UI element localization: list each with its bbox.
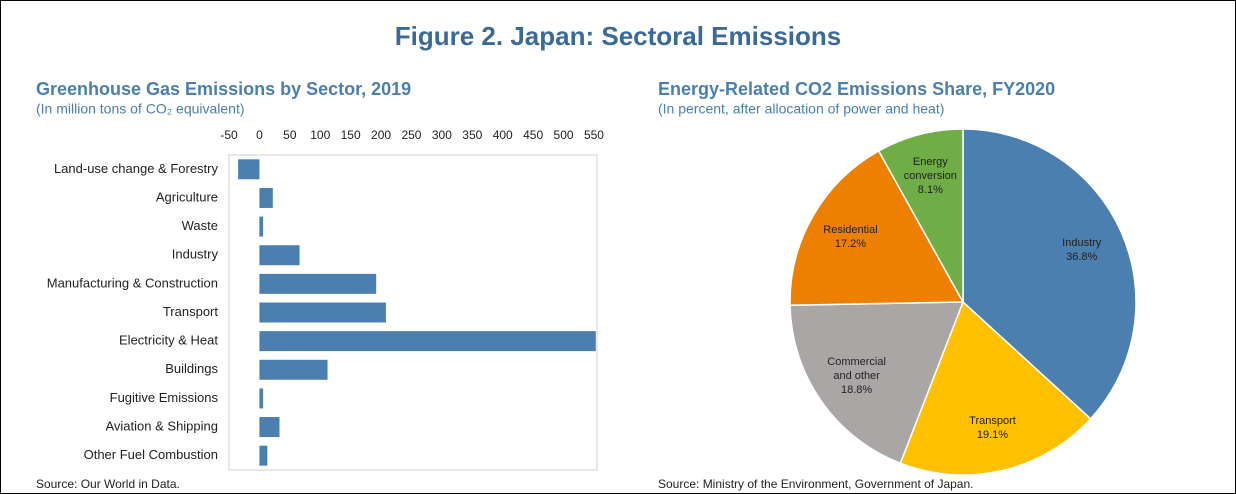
y-tick-label: Buildings [165,361,218,376]
x-tick-label: 150 [341,128,361,142]
y-tick-label: Fugitive Emissions [110,390,219,405]
y-tick-label: Industry [172,247,219,262]
y-tick-label: Waste [182,218,218,233]
x-tick-label: -50 [220,128,238,142]
x-tick-label: 500 [554,128,574,142]
chart-title: Energy-Related CO2 Emissions Share, FY20… [658,79,1055,99]
x-tick-label: 50 [283,128,297,142]
bar [238,159,260,180]
x-tick-label: 350 [462,128,482,142]
pie-slice [789,149,965,307]
bar [259,216,264,237]
source: Source: Ministry of the Environment, Gov… [658,477,973,491]
slice-name: Transport [969,415,1016,428]
slice-label: Commercial and other 18.8% [817,355,897,397]
slice-value: 19.1% [976,429,1009,442]
x-tick-label: 250 [401,128,421,142]
chart-subtitle: (In million tons of CO₂ equivalent) [36,101,245,117]
slice-value: 36.8% [1066,250,1098,263]
bar [259,388,264,409]
slice-label: Residential 17.2% [800,223,900,251]
slice-value: 17.2% [834,238,867,251]
pie-slice [899,300,1092,476]
x-tick-label: 0 [256,128,263,142]
chart-title: Greenhouse Gas Emissions by Sector, 2019 [36,79,411,99]
bar [259,417,280,438]
slice-name: Residential [823,224,878,237]
slice-value: 18.8% [841,384,873,397]
bar [259,445,268,466]
y-tick-label: Aviation & Shipping [105,418,218,433]
x-tick-label: 400 [493,128,513,142]
chart-subtitle: (In percent, after allocation of power a… [658,101,944,117]
slice-value: 8.1% [917,184,943,197]
slice-name: Industry [1062,236,1102,249]
figure-title: Figure 2. Japan: Sectoral Emissions [395,21,841,51]
slice-name: Commercial and other [827,356,886,383]
y-tick-label: Manufacturing & Construction [47,275,218,290]
x-tick-label: 450 [523,128,543,142]
y-tick-label: Electricity & Heat [119,333,218,348]
y-tick-label: Land-use change & Forestry [54,161,219,176]
bar [259,187,273,208]
bar [259,359,328,380]
y-tick-label: Transport [163,304,219,319]
pie-slice [877,128,964,305]
pie-slice [789,301,965,465]
slice-label: Energy conversion 8.1% [890,155,970,197]
bar [259,331,596,352]
y-tick-label: Other Fuel Combustion [84,447,218,462]
bar [259,273,377,294]
x-tick-label: 550 [584,128,604,142]
x-tick-label: 300 [432,128,452,142]
slice-name: Energy conversion [903,156,957,183]
plot-area [228,154,598,471]
bar [259,245,300,266]
x-tick-label: 100 [310,128,330,142]
slice-label: Transport 19.1% [942,414,1042,442]
x-tick-label: 200 [371,128,391,142]
pie-slice [962,128,1137,420]
y-tick-label: Agriculture [156,189,218,204]
source: Source: Our World in Data. [36,477,180,491]
slice-label: Industry 36.8% [1032,236,1132,264]
bar [259,302,386,323]
